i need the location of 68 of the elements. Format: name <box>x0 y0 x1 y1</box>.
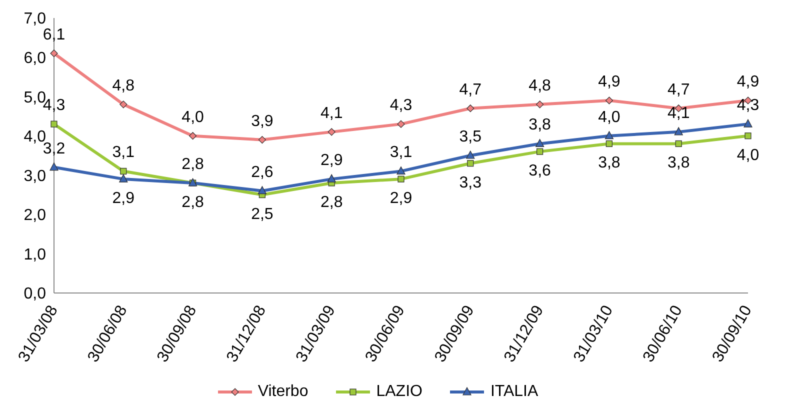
data-label: 4,1 <box>320 104 343 122</box>
data-label: 4,3 <box>390 97 412 114</box>
data-label: 3,6 <box>528 162 552 180</box>
point <box>674 127 683 136</box>
data-label: 4,0 <box>736 146 760 164</box>
data-label: 4,3 <box>736 97 760 114</box>
data-label: 3,8 <box>528 116 552 134</box>
data-label: 4,1 <box>667 104 690 122</box>
data-label: 3,8 <box>667 154 690 172</box>
point <box>744 132 752 140</box>
point <box>536 100 544 108</box>
point <box>467 160 474 167</box>
data-label: 4,7 <box>459 81 482 98</box>
legend-label: ITALIA <box>489 383 538 401</box>
data-label: 4,0 <box>598 108 620 126</box>
data-label: 4,7 <box>667 81 690 98</box>
legend-label: LAZIO <box>375 383 422 401</box>
data-label: 3,1 <box>112 144 135 162</box>
y-tick-label: 3,0 <box>24 168 46 185</box>
y-tick-label: 7,0 <box>24 10 46 28</box>
data-label: 3,9 <box>251 112 274 130</box>
data-label: 4,8 <box>528 77 552 94</box>
data-label: 2,9 <box>390 190 412 208</box>
point <box>397 120 405 128</box>
point <box>604 131 614 140</box>
point <box>50 120 58 128</box>
data-label: 4,9 <box>736 74 760 90</box>
data-label: 3,8 <box>598 154 620 172</box>
y-tick-label: 0,0 <box>24 286 46 303</box>
point <box>675 140 682 148</box>
point <box>328 128 336 136</box>
point <box>466 150 475 159</box>
data-label: 3,3 <box>459 174 482 192</box>
point <box>744 119 752 128</box>
data-label: 2,9 <box>320 152 343 170</box>
data-label: 2,8 <box>182 194 204 211</box>
point <box>606 140 612 148</box>
y-tick-label: 2,0 <box>24 207 46 224</box>
y-tick-label: 6,0 <box>24 50 46 67</box>
point <box>327 174 336 182</box>
point <box>398 176 404 182</box>
data-label: 2,9 <box>112 190 135 208</box>
point <box>605 96 613 104</box>
point <box>258 136 266 144</box>
point <box>536 148 544 155</box>
point <box>536 138 544 148</box>
point <box>189 132 197 140</box>
point <box>396 166 406 175</box>
data-label: 4,8 <box>112 77 135 94</box>
data-label: 4,9 <box>598 74 620 90</box>
point <box>50 50 58 58</box>
data-label: 2,8 <box>182 156 204 173</box>
point <box>120 100 128 108</box>
data-label: 3,2 <box>42 140 66 158</box>
data-label: 3,5 <box>459 128 482 146</box>
data-label: 4,0 <box>182 108 204 126</box>
point <box>466 104 474 112</box>
point <box>119 174 128 182</box>
data-label: 2,5 <box>251 206 274 223</box>
point <box>258 186 266 194</box>
data-label: 2,6 <box>251 164 274 181</box>
data-label: 3,1 <box>390 144 412 162</box>
y-tick-label: 1,0 <box>24 246 46 264</box>
point <box>120 168 127 175</box>
point <box>50 162 58 171</box>
legend-label: Viterbo <box>256 383 308 401</box>
data-label: 6,1 <box>42 26 66 44</box>
data-label: 2,8 <box>320 194 343 211</box>
